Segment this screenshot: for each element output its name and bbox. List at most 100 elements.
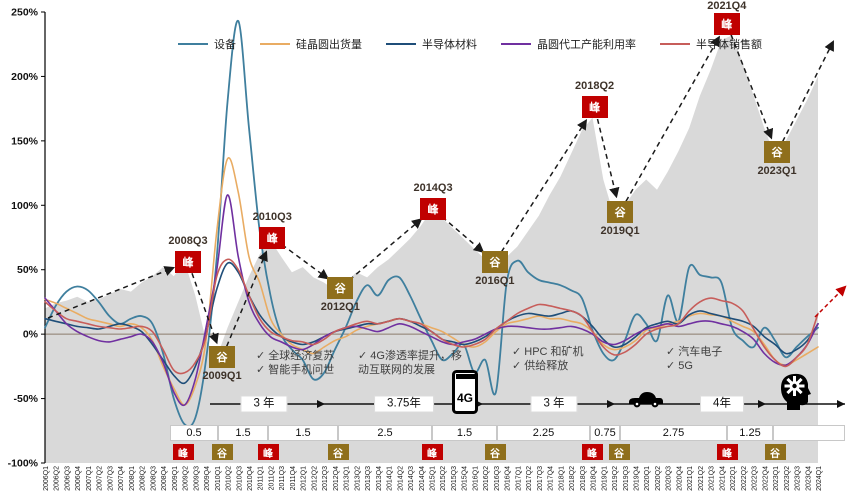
legend-swatch-semiconductor-sales: [660, 43, 690, 45]
x-tick-label: 2007Q2: [97, 466, 104, 491]
cycle-date-label: 2023Q1: [757, 165, 797, 178]
x-tick-label: 2020Q3: [666, 466, 673, 491]
x-tick-label: 2023Q2: [784, 466, 791, 491]
timeline-period-label: 3 年: [530, 395, 578, 413]
annotation-line: ✓ HPC 和矿机: [512, 346, 584, 358]
x-tick-label: 2017Q2: [526, 466, 533, 491]
cycle-dashed-segment: [781, 40, 834, 143]
x-tick-label: 2017Q3: [537, 466, 544, 491]
valley-marker-box: 谷: [481, 250, 508, 273]
cycle-interval-cell: [773, 425, 845, 441]
y-tick-label: 200%: [11, 71, 39, 83]
cycle-interval-cell: 1.5: [218, 425, 268, 441]
peak-marker-box: 峰: [420, 198, 447, 221]
x-tick-label: 2022Q3: [752, 466, 759, 491]
legend-item-semiconductor-sales: 半导体销售额: [660, 36, 762, 52]
x-tick-label: 2013Q4: [376, 466, 383, 491]
x-tick-label: 2019Q1: [601, 466, 608, 491]
series-line-semiconductor-sales: [44, 258, 819, 375]
y-tick-label: 50%: [17, 264, 39, 276]
x-tick-label: 2013Q2: [354, 466, 361, 491]
x-tick-label: 2006Q3: [64, 466, 71, 491]
x-tick-label: 2018Q3: [580, 466, 587, 491]
x-tick-label: 2010Q2: [226, 466, 233, 491]
annotation-line: ✓ 智能手机问世: [256, 363, 335, 376]
y-tick-label: 250%: [11, 7, 39, 19]
bottom-valley-marker-box: 谷: [327, 444, 349, 460]
x-tick-label: 2016Q4: [505, 466, 512, 491]
cycle-dashed-segment: [191, 273, 219, 345]
x-tick-label: 2009Q4: [204, 466, 211, 491]
x-tick-label: 2011Q1: [258, 466, 265, 490]
annotation-block: ✓ 汽车电子 ✓ 5G: [666, 346, 722, 373]
annotation-line: 动互联网的发展: [358, 363, 435, 376]
x-tick-label: 2017Q4: [548, 466, 555, 491]
x-tick-label: 2018Q2: [569, 466, 576, 491]
cycle-interval-cell: 0.5: [170, 425, 218, 441]
cycle-dashed-segment: [47, 266, 176, 319]
legend-swatch-equipment: [178, 43, 208, 45]
valley-marker-box: 谷: [764, 141, 791, 164]
cycle-dashed-segment: [625, 35, 720, 202]
x-tick-label: 2015Q1: [430, 466, 437, 491]
x-tick-label: 2009Q2: [183, 466, 190, 491]
bottom-peak-marker-box: 峰: [421, 444, 443, 460]
bottom-valley-marker-box: 谷: [764, 444, 786, 460]
cycle-interval-cell: 1.5: [268, 425, 338, 441]
annotation-line: ✓ 汽车电子: [666, 346, 723, 358]
legend-item-semiconductor-materials: 半导体材料: [386, 36, 477, 52]
x-tick-label: 2009Q3: [193, 466, 200, 491]
y-tick-label: -100%: [8, 458, 39, 470]
annotation-line: ✓ 供给释放: [512, 359, 569, 372]
x-tick-label: 2023Q3: [795, 466, 802, 491]
x-tick-label: 2007Q1: [86, 466, 93, 491]
x-tick-label: 2010Q3: [236, 466, 243, 491]
peak-marker-box: 峰: [259, 226, 286, 249]
x-tick-label: 2018Q4: [591, 466, 598, 491]
x-tick-label: 2006Q1: [43, 466, 50, 491]
bottom-valley-marker-box: 谷: [211, 444, 233, 460]
bottom-peak-marker-box: 峰: [716, 444, 738, 460]
x-tick-label: 2020Q4: [676, 466, 683, 491]
peak-marker-box: 峰: [581, 96, 608, 119]
x-tick-label: 2012Q3: [322, 466, 329, 491]
x-tick-label: 2015Q2: [440, 466, 447, 491]
outlook-red-arrow: [814, 285, 847, 318]
timeline-period-label: 3.75年: [374, 395, 434, 413]
x-tick-label: 2014Q2: [397, 466, 404, 491]
y-tick-label: 100%: [11, 200, 39, 212]
x-tick-label: 2022Q2: [741, 466, 748, 491]
cycle-date-label: 2010Q3: [252, 210, 292, 223]
x-tick-label: 2021Q2: [698, 466, 705, 491]
x-tick-label: 2020Q2: [655, 466, 662, 491]
cycle-date-label: 2008Q3: [168, 234, 208, 247]
timeline-arrowhead-icon: [607, 400, 615, 408]
timeline-period-label: 4年: [700, 395, 744, 413]
x-tick-label: 2019Q2: [612, 466, 619, 491]
cycle-date-label: 2019Q1: [600, 224, 640, 237]
x-tick-label: 2021Q3: [709, 466, 716, 491]
x-tick-label: 2006Q4: [75, 466, 82, 491]
x-tick-label: 2023Q1: [773, 466, 780, 491]
legend: 设备 硅晶圆出货量 半导体材料 晶圆代工产能利用率 半导体销售额: [120, 36, 820, 52]
x-tick-label: 2011Q2: [268, 466, 275, 490]
cycle-interval-cell: 0.75: [590, 425, 620, 441]
x-tick-label: 2008Q4: [161, 466, 168, 491]
cycle-date-label: 2018Q2: [575, 80, 615, 93]
legend-item-silicon-wafer-shipments: 硅晶圆出货量: [260, 36, 362, 52]
cycle-interval-cell: 2.5: [338, 425, 432, 441]
x-tick-label: 2006Q2: [54, 466, 61, 491]
x-tick-label: 2022Q1: [730, 466, 737, 491]
timeline-arrowhead-icon: [317, 400, 325, 408]
cycle-date-label: 2021Q4: [707, 0, 747, 12]
bottom-valley-marker-box: 谷: [608, 444, 630, 460]
x-tick-label: 2008Q1: [129, 466, 136, 491]
peak-marker-box: 峰: [175, 250, 201, 273]
x-tick-label: 2010Q4: [247, 466, 254, 491]
annotation-block: ✓ HPC 和矿机 ✓ 供给释放: [512, 346, 584, 373]
cycle-date-label: 2012Q1: [320, 300, 360, 313]
x-tick-label: 2024Q1: [816, 466, 823, 491]
x-tick-label: 2010Q1: [215, 466, 222, 491]
